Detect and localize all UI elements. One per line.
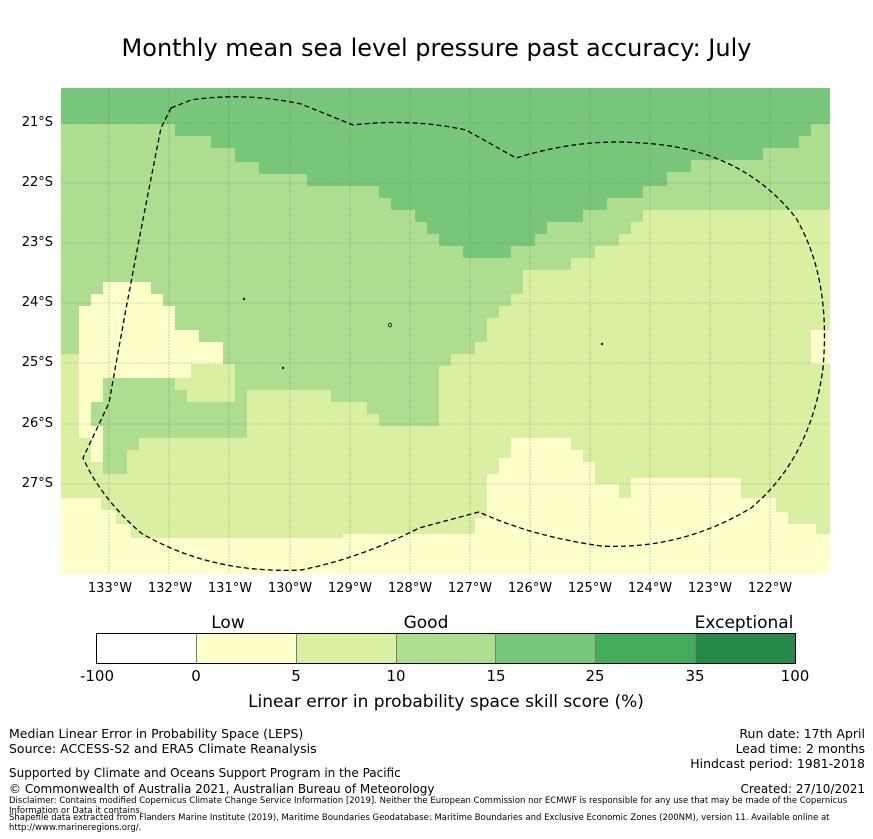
lat-label: 21°S	[21, 115, 53, 130]
lon-label: 133°W	[87, 581, 133, 596]
footer-disclaimer: Disclaimer: Contains modified Copernicus…	[9, 796, 848, 816]
colorbar-label: Linear error in probability space skill …	[248, 692, 644, 712]
colorbar-tick: 10	[386, 667, 406, 685]
colorbar-segment	[296, 634, 397, 663]
colorbar-tick: 35	[685, 667, 705, 685]
colorbar-segment	[696, 634, 796, 663]
lon-label: 124°W	[627, 581, 673, 596]
lon-label: 122°W	[747, 581, 793, 596]
colorbar-segment	[596, 634, 697, 663]
islands	[242, 297, 604, 370]
lat-label: 26°S	[21, 416, 53, 431]
lat-label: 24°S	[21, 295, 53, 310]
region-top-band	[61, 88, 830, 124]
footer-created: Created: 27/10/2021	[740, 782, 865, 796]
lat-label: 22°S	[21, 175, 53, 190]
legend-category-exceptional: Exceptional	[694, 613, 794, 633]
colorbar-tick: -100	[79, 667, 115, 685]
lon-label: 127°W	[447, 581, 493, 596]
skill-map	[61, 88, 830, 574]
graticule	[61, 88, 830, 574]
lon-label: 123°W	[687, 581, 733, 596]
footer-support: Supported by Climate and Oceans Support …	[9, 766, 401, 780]
footer-method: Median Linear Error in Probability Space…	[9, 726, 304, 741]
chart-title: Monthly mean sea level pressure past acc…	[121, 34, 752, 62]
eez-boundary	[82, 96, 826, 571]
lon-label: 126°W	[507, 581, 553, 596]
region-low-southwest	[61, 438, 830, 574]
lon-label: 129°W	[327, 581, 373, 596]
footer-source: Source: ACCESS-S2 and ERA5 Climate Reana…	[9, 741, 317, 756]
footer-lead-time: Lead time: 2 months	[735, 741, 865, 756]
colorbar-tick: 25	[585, 667, 605, 685]
lon-label: 130°W	[267, 581, 313, 596]
colorbar	[96, 633, 796, 664]
lon-label: 125°W	[567, 581, 613, 596]
colorbar-segment	[97, 634, 197, 663]
footer-shapefile: Shapefile data extracted from Flanders M…	[9, 813, 830, 833]
colorbar-segment	[496, 634, 597, 663]
footer-copyright: © Commonwealth of Australia 2021, Austra…	[9, 782, 435, 796]
colorbar-tick: 5	[291, 667, 301, 685]
map-panel	[61, 88, 830, 574]
lon-label: 128°W	[387, 581, 433, 596]
region-low-east	[811, 330, 830, 364]
colorbar-segment	[196, 634, 297, 663]
colorbar-tick: 100	[780, 667, 810, 685]
lat-label: 25°S	[21, 355, 53, 370]
region-good-high	[61, 88, 830, 258]
legend-category-good: Good	[403, 613, 449, 633]
colorbar-segment	[396, 634, 497, 663]
region-good-west	[91, 378, 247, 474]
colorbar-tick: 0	[191, 667, 201, 685]
footer-hindcast: Hindcast period: 1981-2018	[690, 756, 865, 771]
footer-run-date: Run date: 17th April	[739, 726, 865, 741]
legend-category-low: Low	[211, 613, 245, 633]
colorbar-tick: 15	[486, 667, 506, 685]
lat-label: 27°S	[21, 476, 53, 491]
lat-label: 23°S	[21, 235, 53, 250]
lon-label: 131°W	[207, 581, 253, 596]
lon-label: 132°W	[147, 581, 193, 596]
